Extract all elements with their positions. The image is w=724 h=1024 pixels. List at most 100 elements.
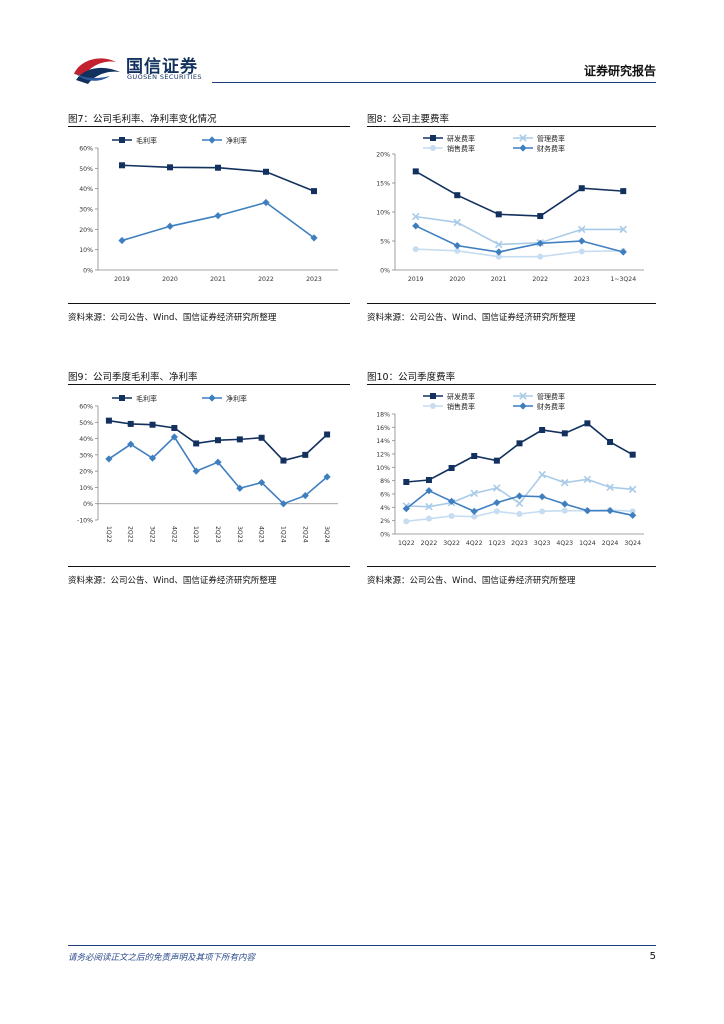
y-tick-label: 0% [83,501,93,508]
x-tick-label: 2020 [162,276,178,283]
data-point [606,507,614,515]
data-point [215,164,221,171]
data-point [538,493,546,501]
data-point [561,478,569,487]
disclaimer-note: 请务必阅读正文之后的免责声明及其项下所有内容 [68,953,256,963]
data-point [493,457,500,464]
data-point [119,162,125,169]
data-point [539,508,546,515]
data-point [171,424,178,431]
y-tick-label: 4% [380,505,390,512]
legend-label: 财务费率 [537,402,565,411]
figure-10-chart: 0% 2% 4% 6% 8% 10% 12% 14% 16% 18% 1Q22 2Q22 3Q22 4Q2… [376,392,644,547]
data-point [310,234,318,242]
data-point [536,239,544,247]
data-point [628,485,637,494]
data-point [425,515,432,522]
data-point [493,499,501,507]
data-point [280,457,287,464]
legend-marker [430,135,436,141]
data-point [127,420,134,427]
data-point [539,427,546,433]
x-tick-label: 3Q23 [534,540,551,547]
data-point [448,513,455,519]
header-divider [212,82,656,83]
data-point [324,431,331,438]
figure-10-title: 图10：公司季度费率 [367,372,456,383]
x-tick-label: 2Q22 [127,526,134,543]
data-point [537,213,544,220]
data-point [516,511,523,517]
series-line [415,225,624,253]
y-tick-label: 10% [79,485,93,492]
x-tick-label: 2021 [210,276,226,283]
data-point [578,248,585,255]
footer-divider [68,945,656,946]
x-tick-label: 2Q23 [511,540,528,547]
data-point [236,484,244,492]
x-tick-label: 2023 [306,276,322,283]
figure-10-bottom-rule [367,566,656,567]
data-point [425,502,433,511]
y-tick-label: 20% [79,469,93,476]
legend-marker [430,393,436,399]
figure-8-source: 资料来源：公司公告、Wind、国信证券经济研究所整理 [367,313,576,323]
data-point [577,225,586,234]
x-tick-label: 2Q24 [602,540,619,547]
series-净利率 [118,198,318,245]
legend-label: 管理费率 [537,392,565,401]
y-tick-label: 5% [380,239,390,246]
series-财务费率 [412,222,627,256]
x-tick-label: 2019 [114,276,130,283]
series-line [406,473,633,508]
data-point [263,168,269,175]
data-point [402,505,410,513]
x-tick-label: 2023 [574,276,590,283]
x-tick-label: 3Q24 [323,526,330,543]
data-point [454,192,461,199]
legend-label: 毛利率 [136,394,157,403]
x-tick-label: 2019 [408,276,424,283]
y-tick-label: 60% [79,404,93,411]
x-tick-label: 3Q23 [236,526,243,543]
y-tick-label: 0% [380,268,390,275]
legend-marker [519,134,527,142]
y-tick-label: 40% [79,186,93,193]
y-tick-label: 6% [380,492,390,499]
data-point [629,511,637,519]
data-point [215,437,221,444]
data-point [607,439,614,445]
series-line [121,201,315,242]
series-line [406,422,634,483]
y-tick-label: 15% [376,181,390,188]
figure-8-bottom-rule [367,303,656,304]
x-tick-label: 1Q23 [192,526,199,543]
x-tick-label: 4Q23 [556,540,573,547]
x-tick-label: 2Q24 [301,526,308,543]
legend-label: 研发费率 [447,392,475,401]
figure-9-source: 资料来源：公司公告、Wind、国信证券经济研究所整理 [68,576,277,586]
data-point [166,222,174,230]
logo-chinese-name: 国信证券 [126,57,198,77]
figure-9-chart: -10% 0% 10% 20% 30% 40% 50% 60% 1Q22 2Q22 3Q22 4Q22… [77,394,338,543]
series-line [415,170,624,217]
data-point [193,440,200,447]
data-point [412,222,420,230]
page-number: 5 [649,951,656,962]
data-point [448,465,455,471]
data-point [258,434,265,441]
guosen-logo-icon [72,58,120,84]
figure-8-chart: 0% 5% 10% 15% 20% 2019 2020 2021 2022 2023 1~3Q24 研… [376,134,644,283]
legend-label: 财务费率 [537,144,565,153]
data-point [494,240,503,249]
x-tick-label: 3Q22 [149,526,156,543]
data-point [619,225,628,234]
report-type-label: 证券研究报告 [583,64,656,78]
data-point [470,507,478,515]
data-point [493,484,501,492]
data-point [411,212,420,221]
data-point [471,513,478,520]
y-tick-label: 14% [376,438,390,445]
x-tick-label: 1Q24 [279,526,286,543]
data-point [516,440,523,447]
